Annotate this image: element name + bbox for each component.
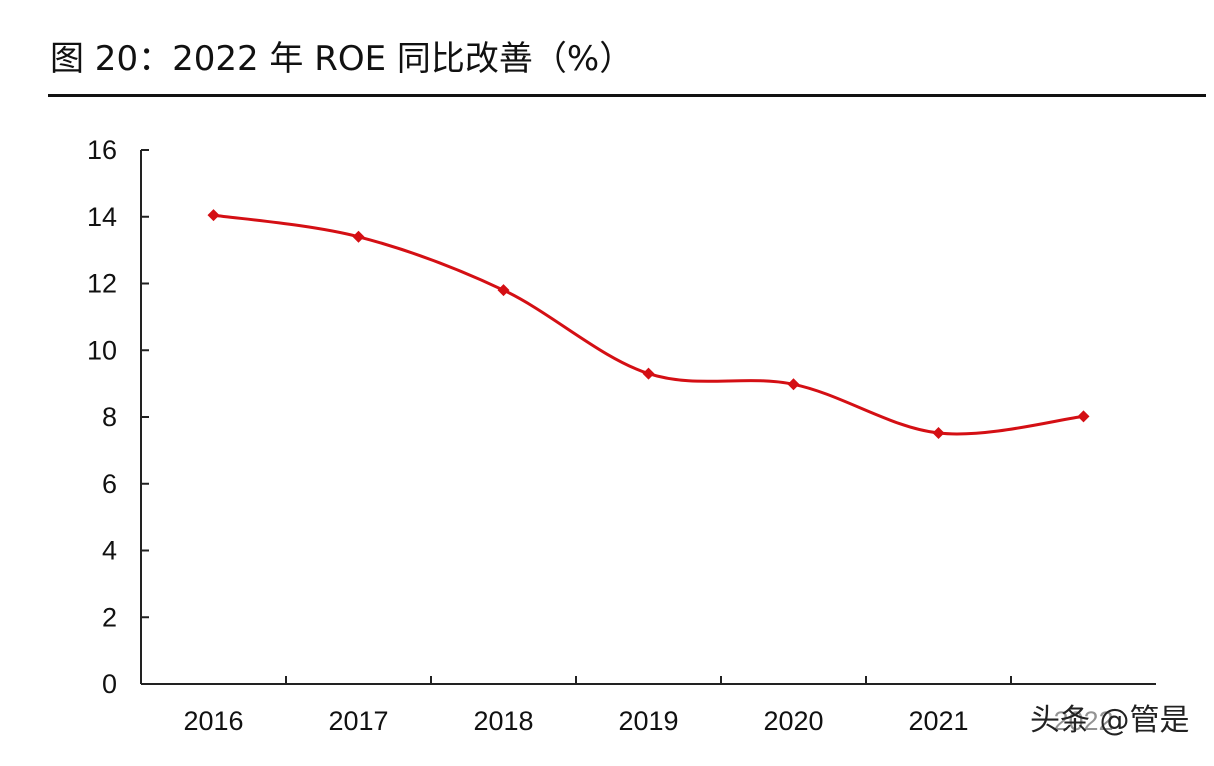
y-tick-label: 0 xyxy=(102,669,117,699)
x-tick-label: 2020 xyxy=(763,706,823,736)
title-rule xyxy=(48,94,1206,97)
x-tick-label: 2018 xyxy=(473,706,533,736)
x-tick-label: 2021 xyxy=(908,706,968,736)
y-tick-label: 8 xyxy=(102,402,117,432)
data-point-marker xyxy=(1077,410,1090,423)
data-point-marker xyxy=(207,209,220,222)
y-tick-label: 4 xyxy=(102,536,117,566)
series-line xyxy=(212,213,1085,436)
data-point-marker xyxy=(787,378,800,391)
series-group xyxy=(207,209,1090,440)
x-tick-label: 2016 xyxy=(183,706,243,736)
data-point-marker xyxy=(642,367,655,380)
chart-title: 图 20：2022 年 ROE 同比改善（%） xyxy=(50,39,634,79)
y-tick-label: 12 xyxy=(87,269,117,299)
data-point-marker xyxy=(497,284,510,297)
data-point-marker xyxy=(932,427,945,440)
y-tick-label: 10 xyxy=(87,335,117,365)
y-ticks: 0 2 4 6 8 10 12 14 16 xyxy=(87,135,149,699)
y-tick-label: 6 xyxy=(102,469,117,499)
data-point-marker xyxy=(352,230,365,243)
watermark: 头条 @管是 xyxy=(1030,703,1190,738)
x-tick-label: 2019 xyxy=(618,706,678,736)
x-tick-label: 2017 xyxy=(328,706,388,736)
y-tick-label: 2 xyxy=(102,602,117,632)
y-tick-label: 16 xyxy=(87,135,117,165)
y-tick-label: 14 xyxy=(87,202,117,232)
